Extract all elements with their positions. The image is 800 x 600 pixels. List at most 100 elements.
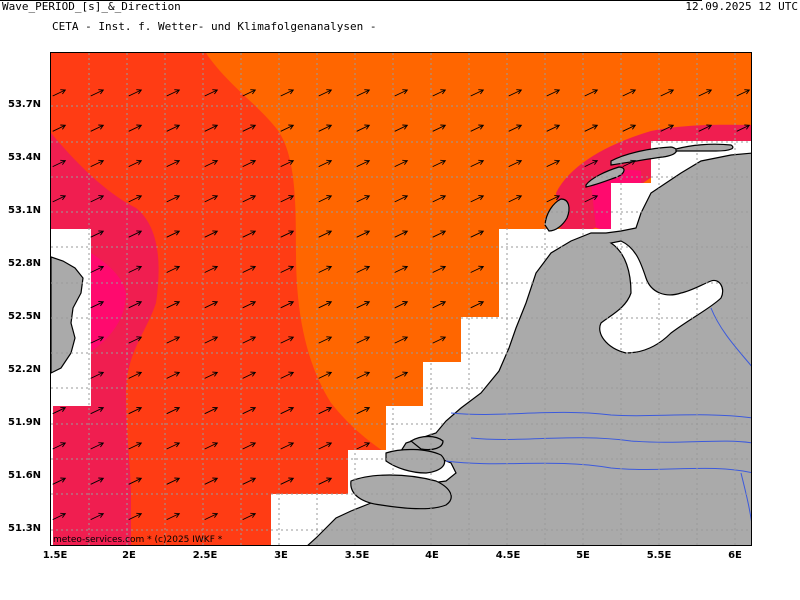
direction-arrow: [394, 124, 409, 132]
direction-arrow: [128, 512, 143, 521]
direction-arrow: [356, 265, 371, 273]
direction-arrow: [242, 371, 257, 379]
land-zeeland-2: [350, 474, 452, 510]
ijsselmeer: [599, 240, 724, 354]
direction-arrow: [432, 159, 447, 168]
direction-arrow: [128, 336, 143, 344]
direction-arrow: [52, 89, 67, 97]
direction-arrow: [470, 159, 485, 168]
direction-arrow: [128, 301, 143, 309]
direction-arrow: [128, 89, 143, 97]
direction-arrow: [242, 301, 257, 309]
direction-arrow: [204, 89, 219, 97]
direction-arrow: [394, 265, 409, 273]
product-label: Wave_PERIOD_[s]_&_Direction: [2, 0, 181, 13]
lat-label: 52.5N: [8, 311, 42, 322]
direction-arrow: [356, 336, 371, 344]
map-title: CETA - Inst. f. Wetter- und Klimafolgena…: [52, 20, 377, 33]
direction-arrow: [508, 159, 523, 168]
direction-arrow: [90, 442, 105, 450]
direction-arrow: [204, 301, 219, 309]
lon-label: 4.5E: [495, 550, 521, 561]
direction-arrow: [280, 124, 295, 132]
direction-arrow: [660, 124, 675, 132]
map-subtitle-bar: Wave_PERIOD_[s]_&_Direction 12.09.2025 1…: [0, 0, 798, 14]
direction-arrow: [394, 301, 409, 309]
direction-arrow: [204, 442, 219, 450]
direction-arrow: [90, 89, 105, 97]
direction-arrow: [356, 301, 371, 309]
valid-time: 12.09.2025 12 UTC: [685, 0, 798, 13]
direction-arrow: [204, 230, 219, 238]
direction-arrow: [698, 124, 713, 132]
direction-arrow: [470, 301, 485, 309]
direction-arrow: [736, 89, 751, 97]
lon-label: 4E: [425, 550, 439, 561]
lat-label: 51.6N: [8, 470, 42, 481]
direction-arrow: [52, 406, 67, 415]
direction-arrow: [90, 265, 105, 273]
direction-arrow: [394, 371, 409, 379]
direction-arrow: [90, 406, 105, 415]
direction-arrow: [166, 159, 181, 168]
direction-arrow: [508, 89, 523, 97]
direction-arrow: [280, 336, 295, 344]
direction-arrow: [318, 195, 333, 203]
direction-arrow: [128, 230, 143, 238]
direction-arrow: [280, 406, 295, 415]
direction-arrow: [242, 124, 257, 132]
direction-arrow: [242, 336, 257, 344]
direction-arrow: [166, 442, 181, 450]
direction-arrow: [90, 336, 105, 344]
direction-arrow: [166, 124, 181, 132]
direction-arrow: [128, 477, 143, 485]
lon-label: 2E: [122, 550, 136, 561]
direction-arrow: [660, 89, 675, 97]
direction-arrow: [394, 195, 409, 203]
direction-arrow: [546, 124, 561, 132]
direction-arrow: [432, 195, 447, 203]
land-island-3: [675, 143, 734, 152]
direction-arrow: [204, 477, 219, 485]
direction-arrow: [242, 406, 257, 415]
direction-arrow: [280, 159, 295, 168]
direction-arrow: [508, 124, 523, 132]
direction-arrow: [318, 336, 333, 344]
direction-arrow: [52, 159, 67, 168]
direction-arrow: [204, 336, 219, 344]
direction-arrow: [622, 89, 637, 97]
direction-arrow: [736, 124, 751, 132]
direction-arrow: [204, 371, 219, 379]
direction-arrow: [280, 442, 295, 450]
direction-arrow: [242, 89, 257, 97]
direction-arrow: [166, 195, 181, 203]
direction-arrow: [204, 159, 219, 168]
lon-label: 2.5E: [192, 550, 218, 561]
lat-label: 53.7N: [8, 99, 42, 110]
direction-arrow: [470, 230, 485, 238]
lon-label: 3E: [274, 550, 288, 561]
direction-arrow: [128, 195, 143, 203]
direction-arrow: [90, 195, 105, 203]
direction-arrow: [356, 159, 371, 168]
direction-arrow: [432, 265, 447, 273]
lon-label: 6E: [728, 550, 742, 561]
lon-label: 5.5E: [646, 550, 672, 561]
lat-label: 53.4N: [8, 152, 42, 163]
direction-arrow: [318, 406, 333, 415]
direction-arrow: [394, 230, 409, 238]
lat-label: 52.8N: [8, 258, 42, 269]
direction-arrow: [318, 124, 333, 132]
land-island-1: [585, 166, 625, 188]
map-frame: [50, 52, 752, 546]
graticule: [51, 53, 751, 545]
direction-arrow: [166, 406, 181, 415]
direction-arrow: [280, 230, 295, 238]
direction-arrow: [166, 512, 181, 521]
direction-arrow: [166, 230, 181, 238]
direction-arrows: [52, 89, 751, 521]
direction-arrow: [318, 89, 333, 97]
land-island-2: [610, 146, 678, 166]
direction-arrow: [356, 230, 371, 238]
direction-arrow: [318, 159, 333, 168]
